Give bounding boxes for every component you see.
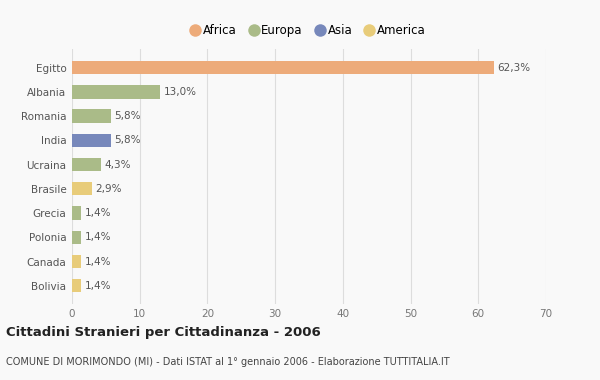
Text: 1,4%: 1,4% xyxy=(85,256,112,266)
Text: Cittadini Stranieri per Cittadinanza - 2006: Cittadini Stranieri per Cittadinanza - 2… xyxy=(6,326,321,339)
Text: 5,8%: 5,8% xyxy=(115,135,141,145)
Bar xyxy=(72,279,82,293)
Text: 4,3%: 4,3% xyxy=(104,160,131,169)
Text: 62,3%: 62,3% xyxy=(497,63,530,73)
Text: 1,4%: 1,4% xyxy=(85,281,112,291)
Bar xyxy=(72,134,111,147)
Bar xyxy=(72,182,92,195)
Legend: Africa, Europa, Asia, America: Africa, Europa, Asia, America xyxy=(187,20,431,42)
Text: 5,8%: 5,8% xyxy=(115,111,141,121)
Text: 2,9%: 2,9% xyxy=(95,184,122,194)
Bar xyxy=(72,109,111,123)
Bar xyxy=(72,158,101,171)
Text: 1,4%: 1,4% xyxy=(85,232,112,242)
Bar xyxy=(72,61,494,74)
Text: COMUNE DI MORIMONDO (MI) - Dati ISTAT al 1° gennaio 2006 - Elaborazione TUTTITAL: COMUNE DI MORIMONDO (MI) - Dati ISTAT al… xyxy=(6,357,449,367)
Text: 1,4%: 1,4% xyxy=(85,208,112,218)
Text: 13,0%: 13,0% xyxy=(163,87,196,97)
Bar xyxy=(72,231,82,244)
Bar xyxy=(72,255,82,268)
Bar xyxy=(72,206,82,220)
Bar xyxy=(72,85,160,98)
